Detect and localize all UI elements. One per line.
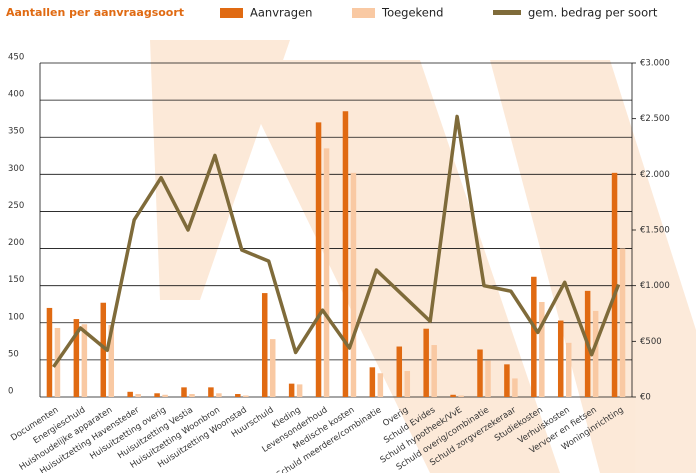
bar: [181, 387, 187, 397]
bar: [315, 122, 322, 397]
bar: [342, 111, 349, 397]
y-tick-label: 450: [8, 53, 24, 63]
bar: [485, 360, 491, 397]
bar: [377, 373, 384, 397]
bar: [235, 394, 241, 397]
bar: [431, 345, 437, 397]
y-tick-label: 300: [8, 164, 24, 174]
legend-swatch: [220, 8, 243, 18]
bar: [423, 328, 429, 397]
bar: [557, 320, 564, 397]
legend-label: gem. bedrag per soort: [528, 6, 658, 20]
bar: [261, 293, 268, 397]
bar: [323, 148, 330, 397]
bar: [216, 393, 222, 397]
bar: [73, 319, 80, 397]
bar: [396, 346, 403, 397]
legend-label: Aanvragen: [250, 6, 312, 20]
legend-swatch: [352, 8, 375, 18]
bar: [512, 378, 518, 397]
y2-tick-label: €1.000: [640, 281, 670, 291]
bar: [296, 384, 303, 397]
y-tick-label: 100: [8, 312, 24, 322]
bar: [539, 301, 545, 397]
bar: [135, 394, 141, 397]
bar: [611, 172, 618, 397]
bar: [450, 394, 456, 397]
bar: [243, 395, 249, 397]
line: [52, 114, 621, 368]
y2-tick-label: €1.500: [640, 226, 670, 236]
bar: [208, 387, 214, 397]
y-tick-label: 50: [8, 349, 19, 359]
y2-tick-label: €0: [640, 393, 651, 403]
y2-tick-label: €2.500: [640, 114, 670, 124]
bar: [504, 364, 510, 397]
bar: [81, 324, 88, 397]
y-tick-label: 400: [8, 90, 24, 100]
bar: [619, 248, 626, 397]
bar: [592, 310, 599, 397]
legend-swatch: [493, 10, 521, 15]
bar: [369, 367, 376, 397]
y-tick-label: 150: [8, 275, 24, 285]
y-tick-label: 200: [8, 238, 24, 248]
chart-title: Aantallen per aanvraagsoort: [6, 6, 184, 19]
y-tick-label: 0: [8, 387, 13, 397]
bar: [154, 393, 160, 397]
bar: [127, 391, 133, 397]
bar: [350, 172, 357, 397]
bar: [531, 276, 537, 397]
bar: [404, 371, 411, 397]
legend: Aanvragen Toegekend gem. bedrag per soort: [220, 6, 658, 20]
bar: [100, 302, 107, 397]
legend-label: Toegekend: [381, 6, 443, 20]
bar: [108, 325, 115, 397]
bar: [269, 339, 276, 397]
bar: [565, 342, 572, 397]
bar: [162, 394, 168, 397]
y2-tick-label: €2.000: [640, 170, 670, 180]
bar: [189, 394, 195, 397]
bar: [477, 349, 483, 397]
y-tick-label: 350: [8, 127, 24, 137]
y2-tick-label: €3.000: [640, 59, 670, 69]
bar: [46, 307, 53, 397]
y-tick-label: 250: [8, 201, 24, 211]
bar: [458, 395, 464, 397]
bar: [288, 383, 295, 397]
y2-tick-label: €500: [640, 337, 662, 347]
